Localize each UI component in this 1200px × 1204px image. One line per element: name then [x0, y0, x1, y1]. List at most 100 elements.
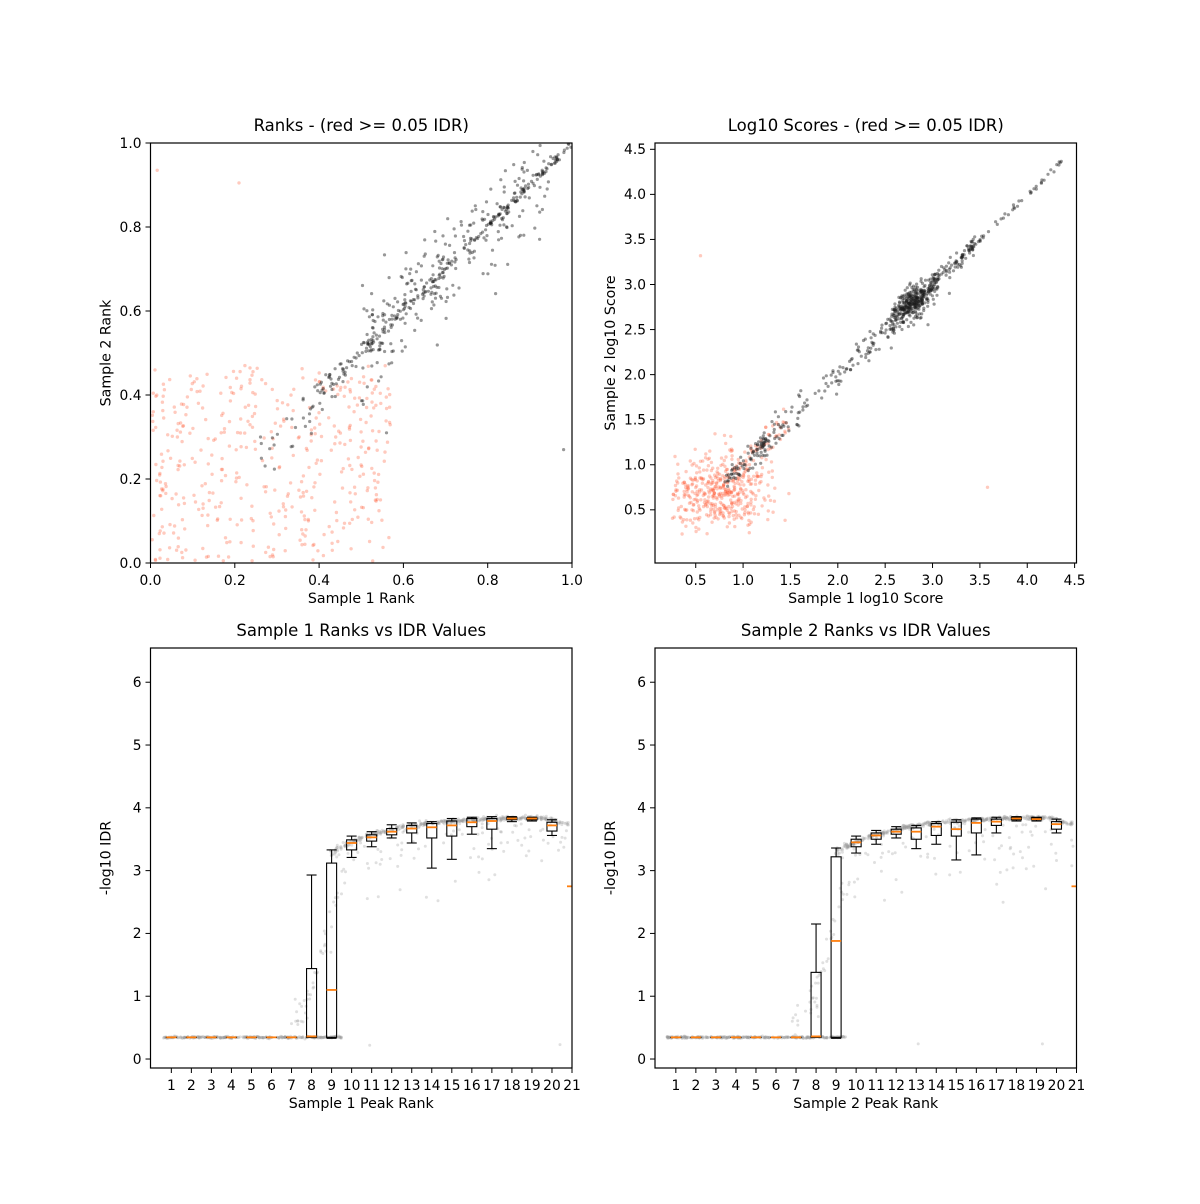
- x-tick-label: 19: [523, 1078, 541, 1094]
- boxplot-box: [407, 823, 417, 843]
- y-tick-label: 4.0: [624, 187, 646, 203]
- scatter-series-reproducible: [259, 134, 573, 471]
- y-tick-label: 3: [133, 863, 142, 879]
- boxplot-box: [811, 924, 821, 1037]
- x-tick-label: 1: [671, 1078, 680, 1094]
- y-tick-label: 3: [637, 863, 646, 879]
- boxplot-box: [307, 875, 317, 1037]
- x-tick-label: 20: [543, 1078, 561, 1094]
- x-tick-label: 3.5: [969, 573, 991, 589]
- x-tick-label: 9: [327, 1078, 336, 1094]
- y-tick-label: 2: [637, 926, 646, 942]
- x-tick-label: 4.5: [1064, 573, 1086, 589]
- box-iqr: [427, 824, 437, 838]
- x-tick-label: 5: [247, 1078, 256, 1094]
- x-tick-label: 0.2: [224, 573, 246, 589]
- y-tick-label: 4.5: [624, 142, 646, 158]
- x-tick-label: 9: [832, 1078, 841, 1094]
- x-tick-label: 1: [167, 1078, 176, 1094]
- x-tick-label: 7: [287, 1078, 296, 1094]
- scatter-series-irreproducible: [671, 254, 989, 536]
- x-tick-label: 11: [867, 1078, 885, 1094]
- y-tick-label: 1.0: [624, 458, 646, 474]
- x-tick-label: 2.0: [827, 573, 849, 589]
- x-tick-label: 7: [792, 1078, 801, 1094]
- y-tick-label: 1.5: [624, 412, 646, 428]
- y-tick-label: 0.2: [120, 472, 142, 488]
- background-scatter: [162, 814, 570, 1047]
- x-tick-label: 15: [948, 1078, 966, 1094]
- box-iqr: [831, 857, 841, 1038]
- y-tick-label: 3.0: [624, 277, 646, 293]
- x-tick-label: 0.8: [477, 573, 499, 589]
- x-tick-label: 13: [907, 1078, 925, 1094]
- boxplot-box: [831, 848, 841, 1038]
- y-tick-label: 0.5: [624, 503, 646, 519]
- x-tick-label: 14: [927, 1078, 945, 1094]
- y-tick-label: 2.0: [624, 367, 646, 383]
- x-tick-label: 0.0: [140, 573, 162, 589]
- background-scatter: [666, 814, 1075, 1045]
- y-axis-ticks: 0.5 1.0 1.5 2.0 2.5 3.0 3.5 4.0 4.5: [624, 142, 655, 519]
- x-tick-label: 16: [463, 1078, 481, 1094]
- boxplot-box: [971, 818, 981, 855]
- x-tick-label: 18: [1008, 1078, 1026, 1094]
- x-tick-label: 1.5: [779, 573, 801, 589]
- x-axis-label: Sample 1 Rank: [308, 591, 415, 607]
- x-tick-label: 19: [1028, 1078, 1046, 1094]
- x-tick-label: 20: [1048, 1078, 1066, 1094]
- y-tick-label: 2.5: [624, 322, 646, 338]
- box-iqr: [307, 969, 317, 1038]
- y-tick-label: 2: [133, 926, 142, 942]
- y-tick-label: 0.8: [120, 220, 142, 236]
- x-tick-label: 13: [403, 1078, 421, 1094]
- boxplot-box: [991, 817, 1001, 833]
- x-tick-label: 17: [988, 1078, 1006, 1094]
- x-tick-label: 6: [267, 1078, 276, 1094]
- x-tick-label: 5: [752, 1078, 761, 1094]
- y-tick-label: 5: [637, 738, 646, 754]
- y-tick-label: 6: [637, 675, 646, 691]
- x-axis-label: Sample 1 log10 Score: [788, 591, 943, 607]
- y-tick-label: 1.0: [120, 136, 142, 152]
- x-tick-label: 3: [712, 1078, 721, 1094]
- y-tick-label: 0.4: [120, 388, 142, 404]
- y-tick-label: 3.5: [624, 232, 646, 248]
- y-tick-label: 5: [133, 738, 142, 754]
- boxplot-series: [671, 817, 1082, 1039]
- x-tick-label: 1.0: [732, 573, 754, 589]
- x-tick-label: 16: [968, 1078, 986, 1094]
- y-axis-label: Sample 2 Rank: [99, 299, 115, 406]
- boxplot-box: [447, 818, 457, 859]
- subplot-title: Ranks - (red >= 0.05 IDR): [254, 116, 469, 135]
- y-axis-label: -log10 IDR: [99, 821, 115, 895]
- x-tick-label: 1.0: [561, 573, 583, 589]
- scatter-series-reproducible: [724, 160, 1063, 488]
- x-tick-label: 0.4: [308, 573, 330, 589]
- x-tick-label: 2.5: [874, 573, 896, 589]
- x-tick-label: 2: [691, 1078, 700, 1094]
- y-axis-label: -log10 IDR: [603, 821, 619, 895]
- boxplot-box: [547, 820, 557, 836]
- y-tick-label: 4: [637, 801, 646, 817]
- subplot-title: Log10 Scores - (red >= 0.05 IDR): [728, 116, 1004, 135]
- x-tick-label: 12: [383, 1078, 401, 1094]
- y-tick-label: 0: [637, 1052, 646, 1068]
- subplot-title: Sample 1 Ranks vs IDR Values: [236, 621, 486, 640]
- x-tick-label: 10: [847, 1078, 865, 1094]
- plot-area: [666, 814, 1082, 1045]
- x-tick-label: 14: [423, 1078, 441, 1094]
- boxplot-box: [327, 850, 337, 1038]
- x-tick-label: 6: [772, 1078, 781, 1094]
